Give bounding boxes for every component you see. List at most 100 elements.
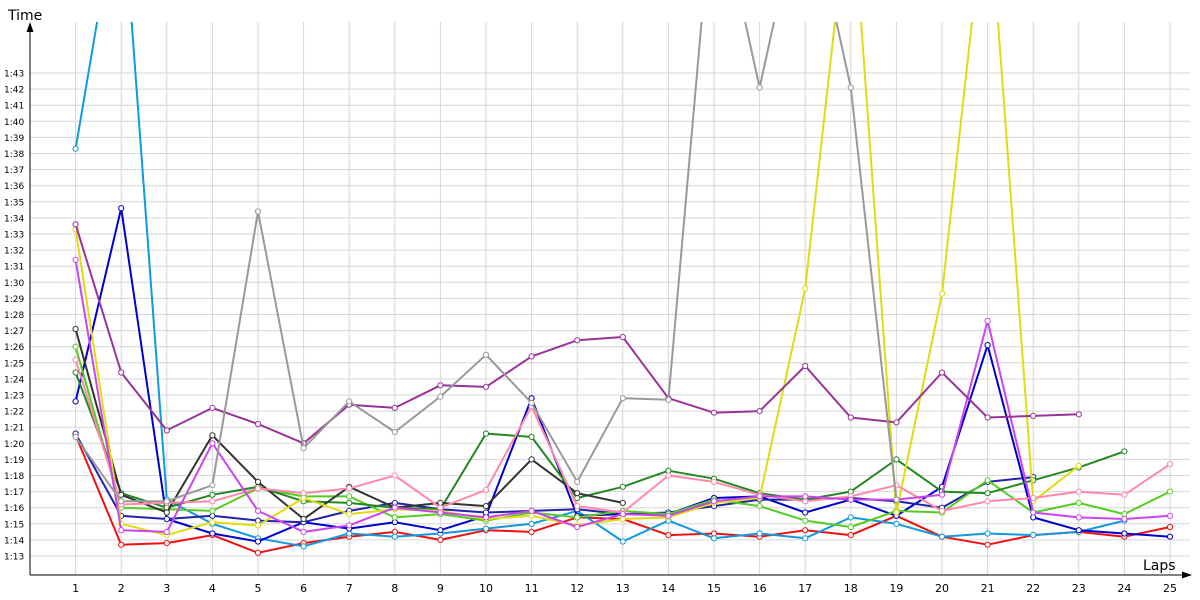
data-point: [482, 486, 490, 494]
data-point: [346, 493, 353, 500]
data-point: [847, 514, 854, 521]
data-point: [665, 472, 672, 479]
data-point: [710, 535, 718, 542]
data-point: [893, 520, 900, 527]
x-tick-label: 4: [209, 582, 216, 595]
y-tick-label: 1:39: [4, 134, 24, 144]
data-point: [209, 498, 216, 505]
data-point: [984, 342, 991, 349]
y-tick-label: 1:38: [4, 150, 24, 160]
data-point: [665, 512, 672, 519]
data-point: [938, 491, 946, 498]
data-point: [938, 290, 946, 297]
data-point: [1075, 527, 1082, 534]
x-tick-label: 6: [300, 582, 307, 595]
data-point: [300, 543, 307, 550]
x-tick-label: 22: [1026, 582, 1040, 595]
x-tick-label: 10: [479, 582, 493, 595]
data-point: [1030, 494, 1037, 502]
data-point: [391, 404, 398, 411]
data-point: [72, 145, 79, 152]
data-point: [847, 532, 854, 539]
data-point: [938, 507, 946, 514]
data-point: [802, 509, 809, 516]
data-point: [482, 514, 490, 521]
series-10: [72, 256, 1174, 536]
data-point: [1166, 512, 1174, 519]
series-2: [72, 22, 1128, 550]
data-point: [710, 409, 718, 416]
data-point: [209, 491, 216, 498]
data-point: [1121, 448, 1128, 455]
data-point: [1030, 412, 1037, 419]
data-point: [163, 427, 170, 434]
data-point: [209, 519, 216, 526]
x-tick-label: 7: [346, 582, 353, 595]
data-point: [528, 520, 535, 527]
x-tick-label: 13: [616, 582, 630, 595]
data-point: [1121, 530, 1128, 537]
data-point: [72, 398, 79, 405]
data-point: [1075, 488, 1082, 495]
data-point: [984, 490, 991, 497]
x-tick-label: 8: [391, 582, 398, 595]
y-tick-label: 1:33: [4, 231, 24, 241]
y-tick-label: 1:21: [4, 424, 24, 434]
data-point: [984, 530, 991, 537]
data-point: [1075, 462, 1082, 469]
data-point: [391, 533, 398, 540]
data-point: [391, 514, 398, 521]
data-point: [984, 317, 991, 324]
axes: [26, 22, 1192, 579]
y-tick-label: 1:29: [4, 295, 24, 305]
data-point: [893, 419, 900, 426]
data-point: [938, 533, 946, 540]
data-point: [802, 535, 809, 542]
x-tick-label: 24: [1117, 582, 1131, 595]
data-point: [528, 433, 535, 440]
series-11: [72, 221, 1082, 447]
x-tick-label: 21: [981, 582, 995, 595]
y-tick-label: 1:23: [4, 392, 24, 402]
data-point: [1121, 515, 1128, 523]
x-tick-labels: 1 2 3 4 5 6 7 8 9 10 11 12 13 14 15 16 17 18 19 20 21 22 23 24 2…: [72, 582, 1177, 595]
data-point: [72, 256, 79, 263]
data-point: [847, 496, 854, 503]
data-point: [574, 490, 581, 497]
data-point: [300, 515, 307, 523]
data-point: [710, 478, 718, 485]
data-point: [528, 528, 535, 536]
data-point: [619, 483, 626, 490]
data-point: [391, 504, 398, 511]
data-point: [209, 432, 216, 439]
data-point: [574, 478, 581, 485]
y-tick-label: 1:14: [4, 536, 24, 546]
data-point: [574, 514, 581, 521]
data-point: [756, 84, 763, 91]
y-tick-label: 1:15: [4, 520, 24, 530]
data-point: [756, 503, 763, 510]
data-point: [1075, 499, 1082, 506]
x-tick-label: 19: [889, 582, 903, 595]
data-point: [346, 499, 353, 506]
data-point: [118, 369, 125, 376]
data-point: [528, 456, 535, 463]
series-line: [74, 372, 1125, 511]
data-point: [437, 382, 444, 389]
data-point: [254, 549, 262, 556]
data-point: [72, 369, 79, 376]
data-point: [346, 485, 353, 492]
series-12: [72, 22, 900, 505]
data-point: [802, 527, 809, 534]
y-tick-label: 1:32: [4, 247, 24, 257]
y-axis-title: Time: [7, 8, 42, 24]
y-tick-label: 1:25: [4, 359, 24, 369]
data-point: [482, 351, 490, 358]
data-point: [391, 428, 398, 436]
data-point: [72, 221, 79, 228]
data-point: [300, 445, 307, 452]
data-point: [72, 433, 79, 440]
data-point: [984, 414, 991, 421]
data-point: [756, 493, 763, 500]
data-point: [802, 362, 809, 370]
